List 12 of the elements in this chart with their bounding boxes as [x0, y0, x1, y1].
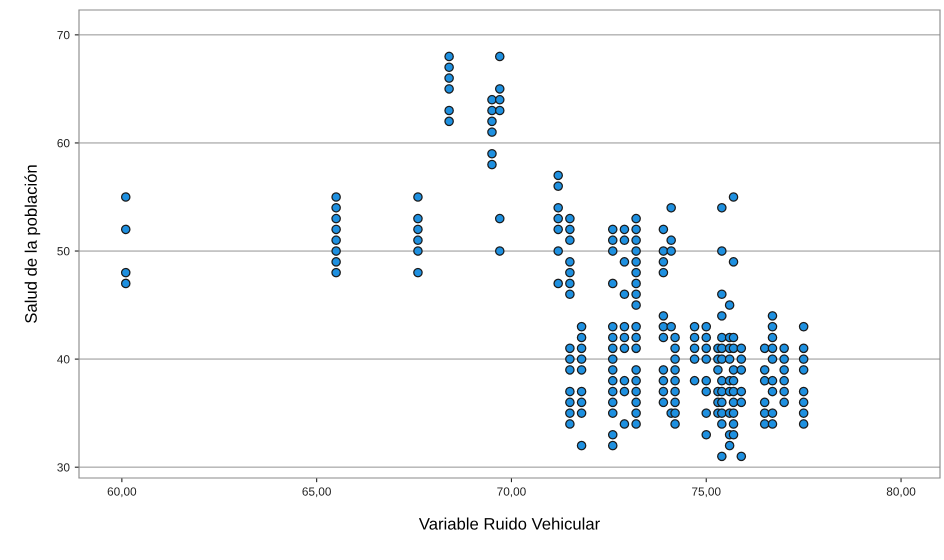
y-tick-label: 60 — [57, 138, 70, 148]
y-tick-label: 50 — [57, 247, 70, 256]
y-tick-label: 70 — [57, 30, 70, 40]
x-axis-title: Variable Ruido Vehicular — [418, 517, 600, 530]
x-tick-label: 80,00 — [886, 487, 916, 498]
y-tick-label: 30 — [57, 463, 70, 472]
x-tick-label: 70,00 — [497, 487, 526, 498]
x-tick-label: 60,00 — [108, 487, 136, 498]
y-tick-label: 40 — [57, 355, 70, 364]
x-tick-label: 65,00 — [302, 487, 331, 498]
y-axis-title: Salud de la población — [24, 165, 40, 323]
x-tick-label: 75,00 — [692, 487, 721, 498]
